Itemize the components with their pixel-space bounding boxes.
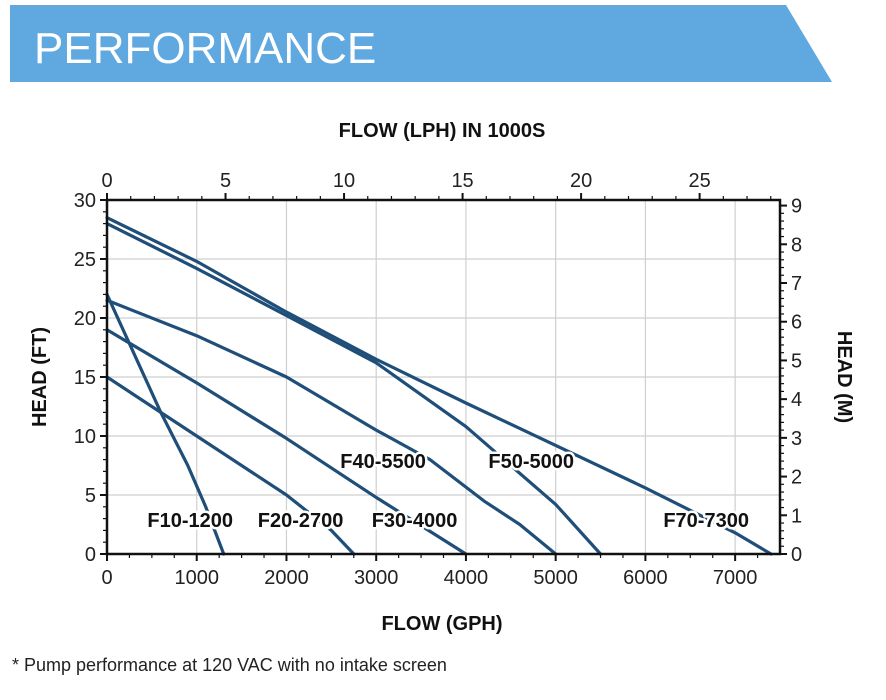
right-tick-label: 6 bbox=[791, 312, 802, 334]
bottom-tick-label: 7000 bbox=[713, 567, 758, 589]
header-banner: PERFORMANCE bbox=[10, 5, 832, 82]
right-tick-label: 8 bbox=[791, 234, 802, 256]
series-line-f50-5000 bbox=[105, 298, 558, 556]
bottom-tick-label: 6000 bbox=[623, 567, 668, 589]
left-tick-label: 10 bbox=[74, 426, 96, 448]
bottom-tick-label: 0 bbox=[101, 567, 112, 589]
right-tick-label: 3 bbox=[791, 428, 802, 450]
series-line-f70-7300 bbox=[105, 216, 773, 556]
bottom-tick-label: 4000 bbox=[444, 567, 489, 589]
right-tick-label: 2 bbox=[791, 467, 802, 489]
series-labels-layer: F10-1200 F20-2700 F30-4000 F40-5500 F50-5000… bbox=[145, 448, 752, 534]
top-tick-label: 5 bbox=[220, 170, 231, 192]
series-label-f70-7300: F70-7300 bbox=[663, 510, 749, 532]
right-tick-label: 5 bbox=[791, 350, 802, 372]
top-tick-label: 10 bbox=[333, 170, 355, 192]
series-label-f10-1200: F10-1200 bbox=[147, 510, 233, 532]
bottom-tick-label: 1000 bbox=[174, 567, 219, 589]
left-tick-label: 5 bbox=[85, 485, 96, 507]
top-tick-label: 25 bbox=[689, 170, 711, 192]
right-tick-label: 7 bbox=[791, 273, 802, 295]
right-axis-title: HEAD (M) bbox=[833, 331, 855, 423]
left-tick-label: 0 bbox=[85, 544, 96, 566]
header-title: PERFORMANCE bbox=[34, 24, 376, 73]
top-tick-label: 20 bbox=[570, 170, 592, 192]
series-layer bbox=[105, 216, 773, 556]
left-tick-label: 15 bbox=[74, 367, 96, 389]
footnote: * Pump performance at 120 VAC with no in… bbox=[12, 655, 447, 675]
bottom-tick-label: 2000 bbox=[264, 567, 309, 589]
bottom-axis-title: FLOW (GPH) bbox=[381, 613, 502, 635]
left-tick-label: 25 bbox=[74, 249, 96, 271]
top-axis-title: FLOW (LPH) IN 1000S bbox=[339, 120, 546, 142]
right-tick-label: 0 bbox=[791, 544, 802, 566]
bottom-tick-label: 5000 bbox=[533, 567, 578, 589]
top-tick-label: 15 bbox=[451, 170, 473, 192]
series-line-f40-5500 bbox=[105, 222, 603, 556]
grid-layer bbox=[107, 200, 780, 554]
left-tick-label: 30 bbox=[74, 190, 96, 212]
left-axis-title: HEAD (FT) bbox=[29, 327, 51, 427]
series-label-f50-5000: F50-5000 bbox=[488, 451, 574, 473]
right-tick-label: 1 bbox=[791, 505, 802, 527]
series-label-f30-4000: F30-4000 bbox=[372, 510, 458, 532]
right-tick-label: 9 bbox=[791, 196, 802, 218]
bottom-tick-label: 3000 bbox=[354, 567, 399, 589]
top-tick-label: 0 bbox=[101, 170, 112, 192]
right-tick-label: 4 bbox=[791, 389, 802, 411]
series-line-f20-2700 bbox=[105, 375, 356, 556]
series-label-f20-2700: F20-2700 bbox=[258, 510, 344, 532]
header-banner-shape bbox=[10, 5, 832, 82]
series-label-f40-5500: F40-5500 bbox=[340, 451, 426, 473]
left-tick-label: 20 bbox=[74, 308, 96, 330]
series-line-f30-4000 bbox=[105, 328, 468, 556]
